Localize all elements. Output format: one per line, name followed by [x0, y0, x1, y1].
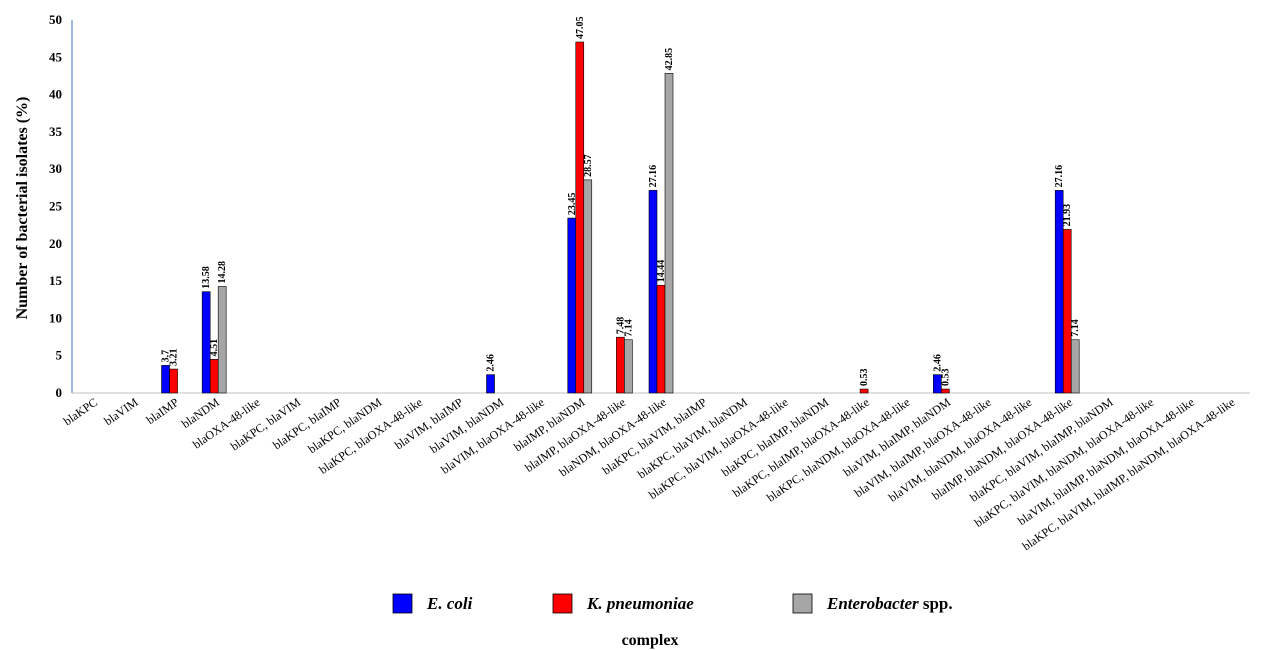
data-label: 28.57: [583, 154, 594, 177]
data-label: 0.53: [940, 369, 951, 387]
data-label: 21.93: [1062, 204, 1073, 227]
y-axis: 0 5 10 15 20 25 30 35 40 45 50: [49, 12, 1250, 400]
data-label: 3.21: [169, 349, 180, 367]
legend: E. coli K. pneumoniae Enterobacter spp.: [392, 593, 953, 614]
data-label: 13.58: [201, 266, 212, 289]
y-tick-label: 50: [49, 12, 62, 27]
data-label: 2.46: [932, 354, 943, 372]
data-label: 42.85: [664, 48, 675, 71]
bar: [209, 359, 219, 394]
category-label: blaKPC, blaVIM: [228, 395, 303, 454]
bar: [656, 284, 666, 394]
bar: [1062, 229, 1072, 394]
legend-label: Enterobacter spp.: [826, 594, 953, 613]
category-label: blaIMP: [144, 395, 182, 427]
bar: [169, 368, 178, 394]
data-label: 2.46: [486, 354, 497, 372]
legend-swatch: [392, 593, 413, 614]
bar: [201, 291, 211, 394]
data-label: 7.14: [623, 319, 634, 337]
y-tick-label: 0: [56, 385, 63, 400]
category-label: blaVIM: [101, 395, 140, 428]
y-tick-label: 40: [49, 87, 62, 102]
y-tick-label: 5: [56, 348, 63, 363]
data-label: 27.16: [648, 165, 659, 188]
y-tick-label: 15: [49, 273, 63, 288]
data-label: 7.48: [615, 317, 626, 335]
bar: [575, 41, 585, 394]
x-axis-label: complex: [622, 632, 679, 649]
bar: [217, 286, 227, 394]
data-label: 14.44: [656, 260, 667, 283]
bars: [161, 41, 1080, 394]
bar: [583, 179, 593, 394]
data-label: 0.53: [859, 369, 870, 387]
data-label: 47.05: [575, 17, 586, 40]
bar: [648, 190, 658, 394]
bar: [1070, 339, 1080, 394]
bar: [161, 365, 170, 394]
category-label: blaKPC: [61, 395, 100, 428]
bar: [486, 374, 495, 394]
data-label: 23.45: [567, 193, 578, 216]
y-tick-label: 25: [49, 199, 63, 214]
data-label: 3.7: [161, 350, 172, 363]
y-tick-label: 30: [49, 161, 62, 176]
data-label: 27.16: [1054, 165, 1065, 188]
data-labels: 3.7 13.58 2.46 23.45 27.16 2.46 27.16 3.21 4.51 4…: [161, 17, 1082, 387]
bar: [664, 73, 674, 394]
data-label: 4.51: [209, 339, 220, 357]
category-labels: blaKPC blaVIM blaIMPblaNDMblaOXA-48-likebl…: [61, 395, 1238, 553]
y-tick-label: 45: [49, 49, 63, 64]
data-label: 14.28: [217, 261, 228, 284]
bar: [941, 388, 950, 394]
y-tick-label: 35: [49, 124, 63, 139]
bar: [859, 388, 869, 394]
legend-swatch: [552, 593, 573, 614]
bar: [933, 374, 942, 394]
legend-label: E. coli: [426, 594, 473, 613]
y-axis-label: Number of bacterial isolates (%): [14, 97, 31, 320]
bar: [616, 336, 625, 394]
y-tick-label: 20: [49, 236, 62, 251]
data-label: 7.14: [1070, 319, 1081, 337]
legend-label: K. pneumoniae: [586, 594, 694, 613]
legend-swatch: [792, 593, 813, 614]
bar: [624, 339, 633, 394]
y-tick-label: 10: [49, 310, 62, 325]
bar: [567, 217, 577, 394]
